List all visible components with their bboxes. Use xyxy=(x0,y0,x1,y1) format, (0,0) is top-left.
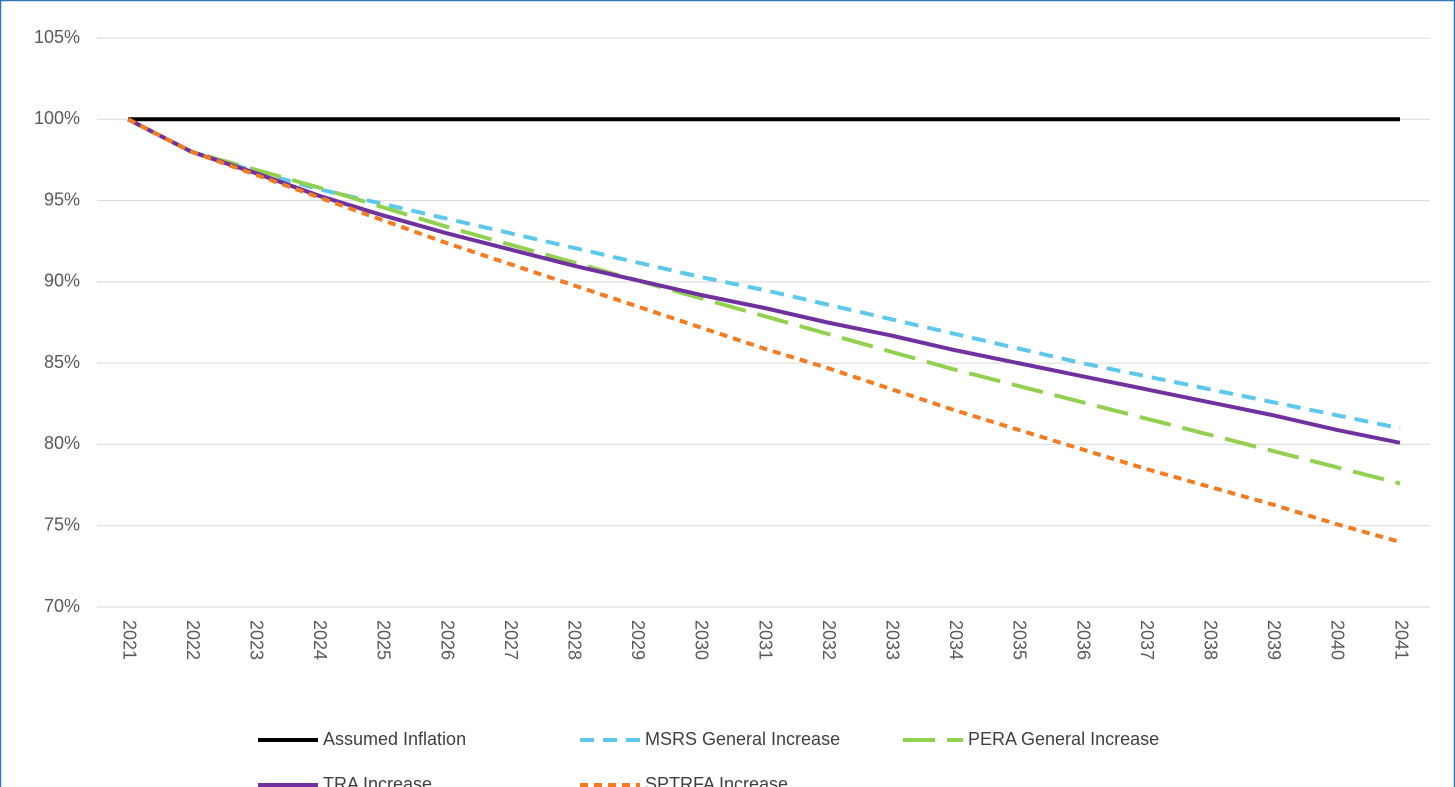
y-tick-label: 85% xyxy=(44,352,80,372)
x-tick-label: 2027 xyxy=(501,620,521,660)
legend-label: Assumed Inflation xyxy=(323,729,466,749)
x-tick-label: 2031 xyxy=(755,620,775,660)
y-tick-label: 105% xyxy=(34,27,80,47)
x-tick-label: 2040 xyxy=(1328,620,1348,660)
y-tick-label: 80% xyxy=(44,433,80,453)
legend: Assumed Inflation MSRS General Increase PE… xyxy=(258,729,1159,787)
x-tick-label: 2021 xyxy=(119,620,139,660)
x-tick-label: 2038 xyxy=(1200,620,1220,660)
y-tick-label: 90% xyxy=(44,271,80,291)
x-tick-label: 2030 xyxy=(692,620,712,660)
x-tick-label: 2036 xyxy=(1073,620,1093,660)
x-tick-label: 2039 xyxy=(1264,620,1284,660)
legend-label: PERA General Increase xyxy=(968,729,1159,749)
x-tick-label: 2029 xyxy=(628,620,648,660)
y-tick-label: 75% xyxy=(44,514,80,534)
x-tick-label: 2035 xyxy=(1010,620,1030,660)
legend-label: TRA Increase xyxy=(323,774,432,787)
x-tick-label: 2023 xyxy=(246,620,266,660)
x-tick-label: 2022 xyxy=(183,620,203,660)
x-tick-label: 2028 xyxy=(564,620,584,660)
legend-label: SPTRFA Increase xyxy=(645,774,788,787)
series-line xyxy=(127,117,1401,486)
series-line xyxy=(127,117,1401,544)
series-line xyxy=(127,117,1401,445)
x-tick-label: 2041 xyxy=(1391,620,1411,660)
legend-label: MSRS General Increase xyxy=(645,729,840,749)
y-tick-label: 100% xyxy=(34,108,80,128)
x-tick-label: 2024 xyxy=(310,620,330,660)
x-tick-label: 2034 xyxy=(946,620,966,660)
y-tick-label: 95% xyxy=(44,189,80,209)
x-tick-label: 2033 xyxy=(882,620,902,660)
x-tick-label: 2025 xyxy=(374,620,394,660)
y-tick-label: 70% xyxy=(44,596,80,616)
x-tick-label: 2032 xyxy=(819,620,839,660)
x-tick-label: 2037 xyxy=(1137,620,1157,660)
x-tick-label: 2026 xyxy=(437,620,457,660)
